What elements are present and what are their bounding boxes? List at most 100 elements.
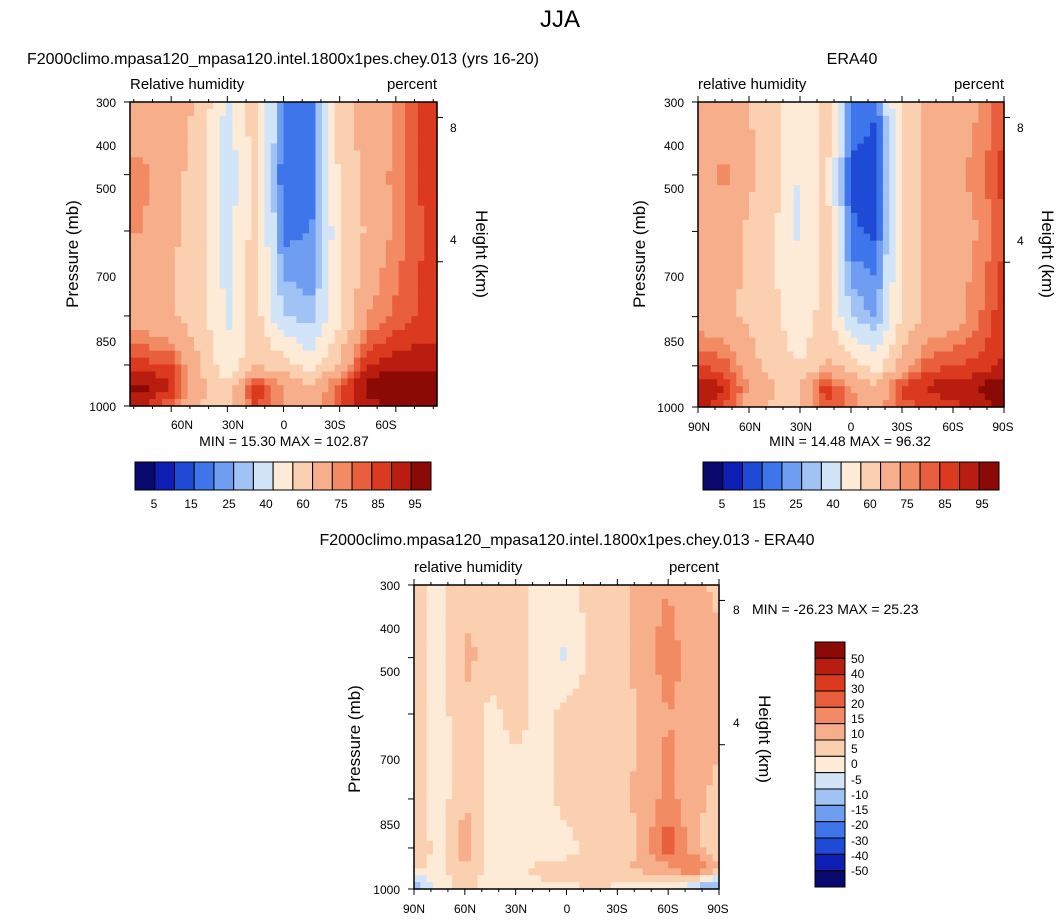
contour-cell [155, 143, 163, 151]
contour-cell [838, 212, 846, 221]
contour-cell [895, 400, 903, 408]
contour-cell [972, 240, 980, 249]
contour-cell [972, 205, 980, 214]
contour-cell [927, 261, 935, 269]
contour-cell [819, 171, 827, 179]
contour-cell [698, 157, 705, 165]
contour-cell [553, 605, 561, 614]
contour-cell [710, 178, 718, 186]
contour-cell [844, 261, 852, 269]
contour-cell [889, 115, 897, 124]
contour-cell [940, 192, 948, 200]
contour-cell [978, 157, 986, 165]
contour-cell [200, 316, 208, 324]
contour-cell [251, 274, 259, 283]
contour-cell [819, 102, 827, 110]
height-axis: 8 4 [1017, 121, 1024, 248]
contour-cell [270, 143, 278, 151]
contour-cell [353, 350, 361, 359]
contour-cell [978, 358, 986, 367]
contour-cell [851, 254, 858, 263]
contour-cell [704, 240, 712, 249]
contour-cell [334, 205, 342, 214]
contour-cell [411, 385, 419, 393]
contour-cell [296, 226, 304, 234]
contour-cell [430, 219, 438, 227]
contour-cell [704, 247, 712, 256]
contour-cell [155, 171, 163, 179]
contour-cell [844, 323, 852, 332]
contour-cell [953, 143, 960, 152]
contour-cell [219, 254, 227, 262]
contour-cell [895, 115, 903, 124]
contour-cell [225, 392, 233, 400]
contour-cell [566, 612, 574, 621]
contour-cell [464, 647, 472, 655]
contour-cell [863, 400, 871, 408]
contour-cell [334, 392, 342, 400]
contour-cell [965, 365, 973, 373]
contour-cell [806, 309, 814, 318]
contour-cell [780, 136, 788, 145]
contour-cell [283, 350, 291, 359]
contour-cell [181, 164, 189, 172]
contour-cell [347, 108, 355, 117]
contour-cell [206, 136, 214, 145]
contour-cell [870, 372, 878, 380]
contour-cell [341, 260, 349, 269]
contour-cell [289, 350, 297, 359]
contour-cell [825, 122, 833, 131]
contour-cell [674, 591, 682, 600]
contour-cell [245, 288, 253, 297]
contour-cell [187, 323, 195, 331]
contour-cell [585, 633, 593, 641]
contour-cell [385, 392, 393, 400]
contour-cell [385, 343, 393, 352]
contour-cell [219, 392, 227, 400]
contour-cell [984, 296, 992, 304]
contour-cell [819, 108, 827, 117]
contour-cell [360, 254, 368, 262]
contour-cell [857, 282, 865, 290]
contour-cell [136, 260, 144, 269]
contour-cell [264, 302, 272, 310]
contour-cell [908, 330, 916, 339]
contour-cell [289, 336, 297, 345]
contour-cell [366, 260, 374, 269]
colorbar-swatch [213, 461, 235, 491]
contour-cell [736, 129, 744, 138]
contour-cell [812, 240, 820, 249]
contour-cell [366, 302, 374, 310]
contour-cell [742, 199, 750, 207]
contour-cell [452, 654, 460, 662]
contour-cell [328, 254, 336, 262]
contour-cell [953, 372, 960, 380]
contour-cell [978, 323, 986, 332]
contour-cell [838, 233, 846, 242]
contour-cell [206, 150, 214, 158]
contour-cell [812, 192, 820, 200]
contour-cell [704, 330, 712, 339]
contour-cell [723, 192, 731, 200]
contour-cell [277, 267, 285, 276]
contour-cell [768, 164, 776, 172]
contour-cell [136, 399, 144, 407]
contour-cell [978, 129, 986, 138]
contour-cell [398, 178, 406, 186]
contour-cell [264, 288, 272, 297]
contour-cell [642, 605, 650, 614]
contour-cell [277, 205, 285, 214]
contour-cell [168, 184, 176, 193]
contour-cell [251, 136, 259, 145]
contour-cell [430, 392, 438, 400]
contour-cell [933, 400, 941, 408]
contour-cell [264, 108, 272, 117]
contour-cell [315, 385, 323, 393]
contour-cell [277, 316, 285, 324]
contour-cell [870, 171, 878, 179]
contour-cell [704, 296, 712, 304]
contour-cell [704, 226, 712, 235]
contour-cell [812, 164, 820, 172]
contour-cell [522, 591, 529, 600]
contour-cell [277, 143, 285, 151]
